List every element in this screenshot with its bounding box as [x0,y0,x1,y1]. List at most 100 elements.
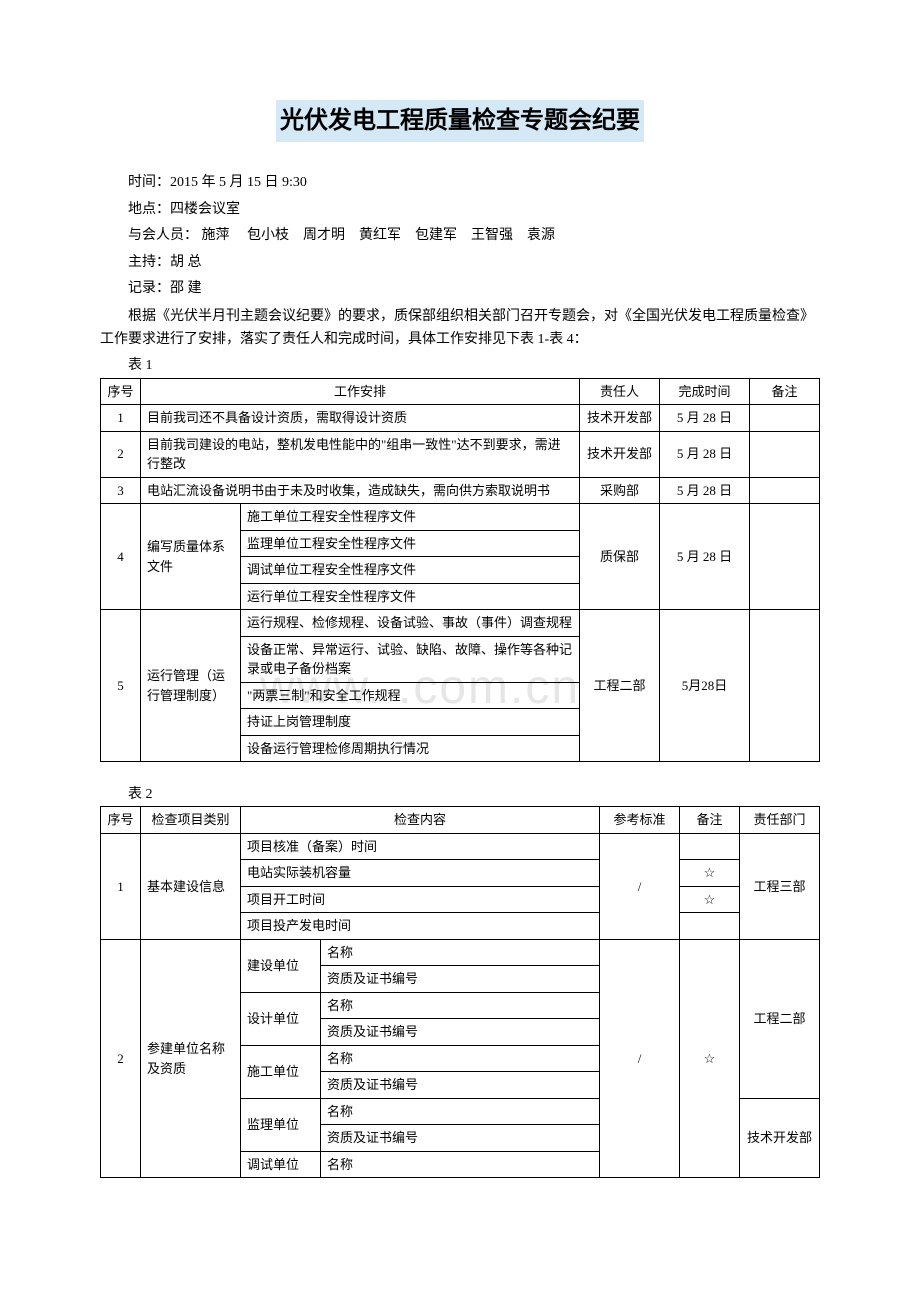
cell-due: 5 月 28 日 [660,405,750,432]
cell-item: 电站实际装机容量 [241,860,600,887]
cell-dept: 工程二部 [740,939,820,1098]
cell-due: 5 月 28 日 [660,504,750,610]
table1-header-row: 序号 工作安排 责任人 完成时间 备注 [101,378,820,405]
cell-note: ☆ [680,886,740,913]
table2-header-dept: 责任部门 [740,807,820,834]
cell-sub: 调试单位工程安全性程序文件 [241,557,580,584]
cell-no: 2 [101,939,141,1178]
cell-std: / [600,939,680,1178]
cell-note [750,431,820,477]
cell-unit: 设计单位 [241,992,321,1045]
table1-header-owner: 责任人 [580,378,660,405]
cell-note: ☆ [680,939,740,1178]
cell-sub: 施工单位工程安全性程序文件 [241,504,580,531]
cell-sub: 运行单位工程安全性程序文件 [241,583,580,610]
cell-task-main: 编写质量体系文件 [141,504,241,610]
table2-header-cat: 检查项目类别 [141,807,241,834]
cell-due: 5 月 28 日 [660,431,750,477]
cell-no: 4 [101,504,141,610]
table-row: 4 编写质量体系文件 施工单位工程安全性程序文件 质保部 5 月 28 日 [101,504,820,531]
cell-dept: 工程三部 [740,833,820,939]
meta-host: 主持：胡 总 [100,252,820,274]
table1-label: 表 1 [100,355,820,377]
cell-note: ☆ [680,860,740,887]
cell-sub: 运行规程、检修规程、设备试验、事故（事件）调查规程 [241,610,580,637]
cell-item: 项目开工时间 [241,886,600,913]
table-row: 2 参建单位名称及资质 建设单位 名称 / ☆ 工程二部 [101,939,820,966]
host-label: 主持： [128,255,170,270]
cell-cat: 参建单位名称及资质 [141,939,241,1178]
attendees-value: 施萍 包小枝 周才明 黄红军 包建军 王智强 袁源 [198,228,555,243]
cell-task: 电站汇流设备说明书由于未及时收集，造成缺失，需向供方索取说明书 [141,477,580,504]
table1-header-task: 工作安排 [141,378,580,405]
table-row: 1 基本建设信息 项目核准（备案）时间 / 工程三部 [101,833,820,860]
intro-paragraph: 根据《光伏半月刊主题会议纪要》的要求，质保部组织相关部门召开专题会，对《全国光伏… [100,306,820,351]
time-label: 时间： [128,175,170,190]
cell-std: / [600,833,680,939]
cell-cat: 基本建设信息 [141,833,241,939]
table2-header-row: 序号 检查项目类别 检查内容 参考标准 备注 责任部门 [101,807,820,834]
cell-item: 项目投产发电时间 [241,913,600,940]
cell-no: 2 [101,431,141,477]
table-row: 1 目前我司还不具备设计资质，需取得设计资质 技术开发部 5 月 28 日 [101,405,820,432]
table2-header-std: 参考标准 [600,807,680,834]
cell-sub: 监理单位工程安全性程序文件 [241,530,580,557]
cell-field: 资质及证书编号 [321,1072,600,1099]
cell-no: 1 [101,405,141,432]
cell-note [680,913,740,940]
table1: 序号 工作安排 责任人 完成时间 备注 1 目前我司还不具备设计资质，需取得设计… [100,378,820,763]
time-value: 2015 年 5 月 15 日 9:30 [170,175,307,190]
cell-owner: 质保部 [580,504,660,610]
cell-due: 5月28日 [660,610,750,762]
cell-unit: 建设单位 [241,939,321,992]
cell-owner: 技术开发部 [580,405,660,432]
cell-unit: 监理单位 [241,1098,321,1151]
place-label: 地点： [128,202,170,217]
cell-field: 资质及证书编号 [321,1125,600,1152]
cell-field: 名称 [321,1151,600,1178]
cell-item: 项目核准（备案）时间 [241,833,600,860]
attendees-label: 与会人员： [128,228,198,243]
cell-owner: 工程二部 [580,610,660,762]
table-row: 3 电站汇流设备说明书由于未及时收集，造成缺失，需向供方索取说明书 采购部 5 … [101,477,820,504]
cell-owner: 采购部 [580,477,660,504]
table2-header-no: 序号 [101,807,141,834]
table1-header-no: 序号 [101,378,141,405]
cell-note [750,477,820,504]
cell-note [750,610,820,762]
table1-header-due: 完成时间 [660,378,750,405]
table-row: 2 目前我司建设的电站，整机发电性能中的"组串一致性"达不到要求，需进行整改 技… [101,431,820,477]
table2-header-content: 检查内容 [241,807,600,834]
cell-unit: 施工单位 [241,1045,321,1098]
meta-time: 时间：2015 年 5 月 15 日 9:30 [100,172,820,194]
cell-sub: 设备正常、异常运行、试验、缺陷、故障、操作等各种记录或电子备份档案 [241,636,580,682]
cell-due: 5 月 28 日 [660,477,750,504]
meta-place: 地点：四楼会议室 [100,199,820,221]
cell-field: 名称 [321,1045,600,1072]
cell-field: 名称 [321,939,600,966]
cell-sub: 设备运行管理检修周期执行情况 [241,735,580,762]
meta-attendees: 与会人员： 施萍 包小枝 周才明 黄红军 包建军 王智强 袁源 [100,225,820,247]
table2-label: 表 2 [100,784,820,806]
cell-field: 名称 [321,992,600,1019]
cell-no: 1 [101,833,141,939]
table1-header-note: 备注 [750,378,820,405]
cell-owner: 技术开发部 [580,431,660,477]
cell-dept: 技术开发部 [740,1098,820,1178]
cell-sub: "两票三制"和安全工作规程 [241,682,580,709]
cell-task-main: 运行管理（运行管理制度） [141,610,241,762]
cell-field: 名称 [321,1098,600,1125]
recorder-value: 邵 建 [170,281,202,296]
cell-task: 目前我司建设的电站，整机发电性能中的"组串一致性"达不到要求，需进行整改 [141,431,580,477]
table-row: 5 运行管理（运行管理制度） 运行规程、检修规程、设备试验、事故（事件）调查规程… [101,610,820,637]
recorder-label: 记录： [128,281,170,296]
cell-note [680,833,740,860]
cell-sub: 持证上岗管理制度 [241,709,580,736]
cell-task: 目前我司还不具备设计资质，需取得设计资质 [141,405,580,432]
cell-note [750,504,820,610]
cell-no: 5 [101,610,141,762]
cell-field: 资质及证书编号 [321,966,600,993]
host-value: 胡 总 [170,255,202,270]
meta-recorder: 记录：邵 建 [100,278,820,300]
table2-header-note: 备注 [680,807,740,834]
